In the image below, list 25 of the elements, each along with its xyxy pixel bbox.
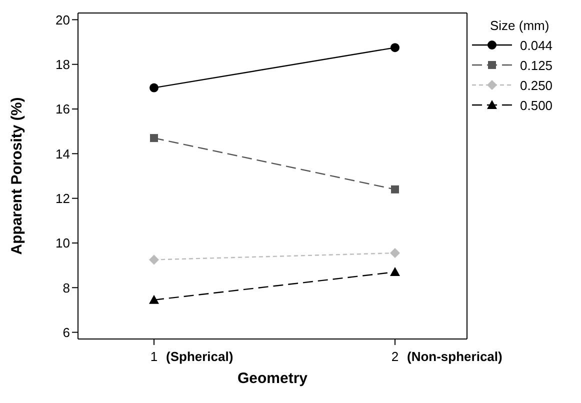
- point: [149, 254, 159, 265]
- legend-label: 0.500: [520, 98, 553, 112]
- point: [150, 134, 158, 142]
- point: [390, 248, 400, 258]
- y-tick-label: 10: [56, 236, 70, 251]
- y-tick-label: 20: [56, 12, 70, 28]
- y-tick-label: 8: [62, 280, 70, 296]
- point: [150, 83, 158, 92]
- y-tick-label: 6: [62, 324, 70, 340]
- y-tick-label: 16: [56, 102, 70, 117]
- y-tick-label: 12: [56, 190, 70, 206]
- x-axis-title: Geometry: [237, 370, 308, 387]
- legend-label: 0.125: [520, 58, 553, 72]
- y-axis-title: Apparent Porosity (%): [8, 97, 26, 255]
- legend-label: 0.250: [520, 78, 553, 92]
- y-tick-label: 14: [56, 146, 70, 162]
- x-tick-label: 1: [150, 349, 158, 364]
- x-tick-label: 2: [391, 349, 399, 364]
- legend-label: 0.044: [520, 38, 553, 52]
- text: (Spherical): [166, 349, 234, 364]
- text: (Non-spherical): [407, 349, 502, 364]
- y-tick-label: 18: [56, 56, 70, 72]
- legend-title: Size (mm): [490, 18, 550, 33]
- point: [391, 185, 399, 194]
- point: [390, 43, 400, 52]
